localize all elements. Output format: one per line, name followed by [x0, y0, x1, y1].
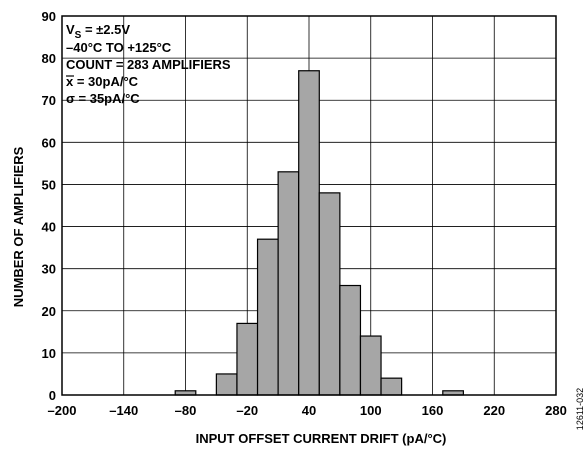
plot-frame	[61, 15, 557, 396]
y-tick-label: 10	[42, 346, 56, 361]
y-tick-label: 50	[42, 177, 56, 192]
x-axis-title: INPUT OFFSET CURRENT DRIFT (pA/°C)	[196, 431, 447, 446]
x-tick-labels: –200 –140 –80 –20 40 100 160 220 280	[48, 403, 567, 418]
y-tick-label: 40	[42, 220, 56, 235]
bar	[277, 171, 300, 396]
y-tick-label: 30	[42, 262, 56, 277]
y-tick-label: 80	[42, 51, 56, 66]
x-tick-label: –20	[236, 403, 258, 418]
y-tick-labels: 0 10 20 30 40 50 60 70 80 90	[42, 9, 56, 403]
x-tick-label: –80	[175, 403, 197, 418]
x-tick-label: 40	[302, 403, 316, 418]
annotation-sigma: σ = 35pA/°C	[66, 91, 140, 106]
annotation-count: COUNT = 283 AMPLIFIERS	[66, 57, 231, 72]
y-axis-title: NUMBER OF AMPLIFIERS	[11, 146, 26, 307]
x-tick-label: 100	[360, 403, 382, 418]
bar	[298, 70, 320, 396]
bar	[318, 192, 341, 396]
figure-id: 12611-032	[575, 388, 585, 430]
y-tick-label: 60	[42, 135, 56, 150]
bar	[339, 284, 362, 396]
annotation-box: VS = ±2.5V –40°C TO +125°C COUNT = 283 A…	[66, 22, 231, 106]
y-tick-label: 0	[49, 388, 56, 403]
x-tick-label: 160	[422, 403, 444, 418]
bar	[359, 335, 382, 396]
mean-symbol: x	[66, 74, 74, 89]
bar	[380, 377, 403, 396]
x-tick-label: –200	[48, 403, 77, 418]
bars	[174, 70, 464, 396]
x-tick-label: 220	[483, 403, 505, 418]
x-tick-label: 280	[545, 403, 567, 418]
bar	[215, 373, 238, 396]
x-tick-label: –140	[109, 403, 138, 418]
annotation-supply: VS = ±2.5V	[66, 22, 130, 41]
y-tick-label: 70	[42, 93, 56, 108]
annotation-mean: x = 30pA/°C	[66, 74, 139, 89]
y-tick-label: 20	[42, 304, 56, 319]
annotation-temperature: –40°C TO +125°C	[66, 40, 172, 55]
bar	[236, 322, 259, 396]
bar	[256, 238, 279, 396]
y-tick-label: 90	[42, 9, 56, 24]
